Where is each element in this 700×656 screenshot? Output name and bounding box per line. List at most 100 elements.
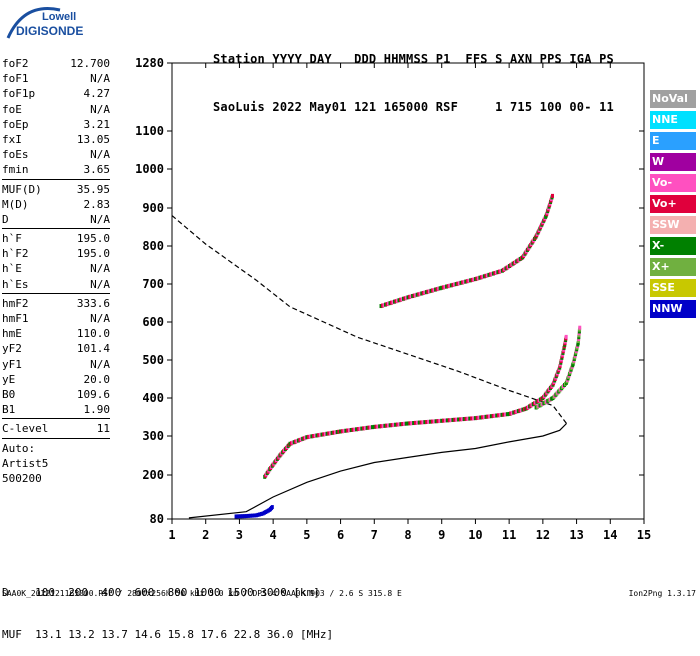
x-tick-label: 3 — [236, 528, 243, 542]
trace-echo-mark — [408, 421, 412, 426]
param-name: foE — [2, 102, 22, 116]
x-tick-label: 11 — [502, 528, 516, 542]
trace-echo-mark — [270, 505, 274, 510]
trace-echo-mark — [332, 430, 336, 435]
trace-echo-mark — [250, 513, 254, 518]
trace-echo-mark — [372, 424, 376, 429]
trace-echo-mark — [479, 415, 483, 420]
param-name: yF2 — [2, 342, 22, 356]
trace-echo-mark — [448, 283, 452, 288]
param-row: MUF(D) 35.95 — [2, 182, 110, 197]
trace-echo-mark — [337, 429, 341, 434]
trace-echo-mark — [238, 514, 242, 519]
trace-echo-mark — [436, 419, 440, 424]
trace-echo-mark — [519, 408, 523, 413]
param-group-2: MUF(D) 35.95 M(D) 2.83 D N/A — [2, 182, 110, 228]
trace-echo-mark — [419, 420, 423, 425]
y-tick-label: 1100 — [135, 124, 164, 138]
trace-echo-mark — [484, 414, 488, 419]
trace-echo-mark — [465, 279, 469, 284]
trace-echo-mark — [397, 422, 401, 427]
trace-echo-mark — [458, 417, 462, 422]
trace-echo-mark — [445, 284, 449, 289]
param-value: 13.05 — [76, 132, 110, 146]
param-name: h`F2 — [2, 247, 29, 261]
trace-echo-mark — [464, 416, 468, 421]
trace-echo-mark — [305, 435, 309, 440]
trace-echo-mark — [339, 429, 343, 434]
param-value: 195.0 — [76, 232, 110, 246]
y-tick-label: 600 — [142, 315, 164, 329]
param-name: MUF(D) — [2, 182, 42, 196]
trace-echo-mark — [236, 514, 240, 519]
y-tick-label: 300 — [142, 429, 164, 443]
trace-echo-mark — [470, 416, 474, 421]
trace-echo-mark — [365, 425, 369, 430]
trace-echo-mark — [394, 422, 398, 427]
trace-echo-mark — [457, 417, 461, 422]
trace-echo-mark — [420, 291, 424, 296]
version-label: Ion2Png 1.3.17 — [628, 589, 696, 598]
trace-echo-mark — [374, 424, 378, 429]
param-row: hmF1 N/A — [2, 311, 110, 326]
divider — [2, 418, 110, 420]
trace-echo-mark — [427, 289, 431, 294]
x-tick-label: 1 — [168, 528, 175, 542]
trace-echo-mark — [383, 423, 387, 428]
autoscaling-program: Artist5 — [2, 456, 49, 470]
x-tick-label: 12 — [536, 528, 550, 542]
legend-item: X+ — [650, 258, 696, 276]
trace-echo-mark — [502, 412, 506, 417]
trace-echo-mark — [312, 434, 316, 438]
x-tick-label: 8 — [404, 528, 411, 542]
trace-echo-mark — [371, 425, 375, 430]
param-row: fmin 3.65 — [2, 162, 110, 177]
param-value: 109.6 — [76, 387, 110, 401]
trace-echo-mark — [461, 280, 465, 285]
trace-echo-mark — [412, 421, 416, 426]
trace-echo-mark — [441, 285, 445, 290]
trace-echo-mark — [381, 423, 385, 428]
param-row: h`F2 195.0 — [2, 246, 110, 261]
trace-echo-mark — [335, 430, 339, 435]
param-row: fxI 13.05 — [2, 132, 110, 147]
trace-echo-mark — [317, 433, 321, 438]
parameters-panel: foF2 12.700 foF1 N/A foF1p 4.27 foE N/A foEp 3.21… — [2, 56, 110, 486]
trace-echo-mark — [334, 430, 338, 435]
divider — [2, 437, 110, 439]
trace-echo-mark — [318, 432, 322, 437]
param-value: N/A — [90, 72, 110, 86]
param-row: foEs N/A — [2, 147, 110, 162]
muf-distance-row: D 100 200 400 600 800 1000 1500 3000 [km… — [2, 586, 320, 599]
trace-echo-mark — [363, 426, 367, 431]
param-row: foF2 12.700 — [2, 56, 110, 71]
y-tick-label: 1000 — [135, 162, 164, 176]
trace-echo-mark — [328, 431, 332, 436]
x-tick-label: 4 — [270, 528, 277, 542]
x-tick-label: 15 — [637, 528, 651, 542]
trace-echo-mark — [406, 421, 410, 426]
param-name: yE — [2, 372, 16, 386]
param-value: N/A — [90, 262, 110, 276]
trace-echo-mark — [438, 418, 442, 423]
divider — [2, 178, 110, 180]
param-row: foF1p 4.27 — [2, 86, 110, 101]
param-row: h`Es N/A — [2, 277, 110, 292]
trace-echo-mark — [449, 418, 453, 423]
trace-echo-mark — [510, 410, 514, 415]
trace-echo-mark — [426, 289, 430, 294]
trace-echo-mark — [434, 287, 438, 292]
trace-echo-mark — [564, 334, 568, 339]
param-name: hmE — [2, 327, 22, 341]
trace-echo-mark — [325, 431, 329, 436]
trace-echo-mark — [358, 426, 362, 431]
trace-echo-mark — [413, 420, 417, 425]
param-name: h`E — [2, 262, 22, 276]
trace-echo-mark — [423, 290, 427, 295]
trace-echo-mark — [411, 294, 415, 299]
trace-echo-mark — [406, 295, 410, 300]
x-tick-label: 14 — [603, 528, 617, 542]
param-name: fmin — [2, 163, 29, 177]
param-row: D N/A — [2, 212, 110, 227]
param-name: hmF1 — [2, 312, 29, 325]
